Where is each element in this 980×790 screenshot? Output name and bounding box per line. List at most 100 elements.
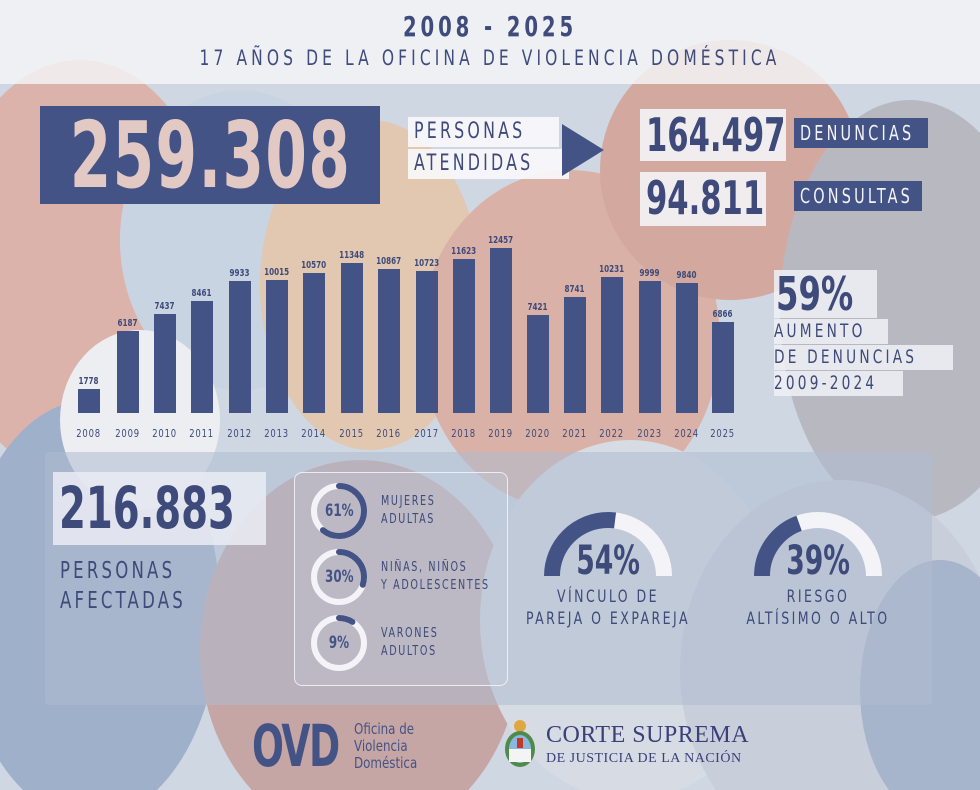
x-axis-tick-label: 2010: [152, 427, 178, 440]
bar-value-label: 9933: [229, 268, 251, 279]
bar-fill: [341, 263, 363, 413]
page-subtitle: 17 AÑOS DE LA OFICINA DE VIOLENCIA DOMÉS…: [199, 46, 781, 70]
header-banner: 2008 - 2025 17 AÑOS DE LA OFICINA DE VIO…: [0, 0, 980, 84]
increase-line1: AUMENTO: [774, 320, 866, 342]
complaints-number-box: 164.497: [640, 109, 786, 161]
complaints-label: DENUNCIAS: [800, 121, 915, 145]
donut-ring-icon: [311, 483, 367, 539]
gauge-percent: 54%: [576, 538, 640, 584]
x-axis-tick-label: 2011: [189, 427, 215, 440]
x-axis-tick-label: 2022: [599, 427, 625, 440]
bar-2020: 7421: [527, 299, 549, 413]
breakdown-label: MUJERES ADULTAS: [381, 494, 436, 527]
ovd-full-name: Oficina de Violencia Doméstica: [354, 720, 418, 772]
bar-value-label: 10015: [264, 267, 290, 278]
x-axis-tick-label: 2024: [674, 427, 700, 440]
increase-percent: 59%: [776, 267, 854, 321]
bar-2011: 8461: [191, 285, 213, 413]
bar-fill: [527, 315, 549, 413]
bar-fill: [229, 281, 251, 413]
affected-breakdown-box: 61% MUJERES ADULTAS 30% NIÑAS, NIÑOS Y A…: [294, 472, 508, 686]
bar-value-label: 10231: [599, 264, 625, 275]
half-gauge-icon: [754, 512, 882, 577]
bar-2008: 1778: [78, 373, 100, 413]
bar-value-label: 1778: [78, 376, 100, 387]
bar-value-label: 10867: [376, 256, 402, 267]
argentina-coat-of-arms-icon: [505, 720, 535, 767]
bar-value-label: 6866: [712, 309, 734, 320]
gauge-percent: 39%: [786, 538, 850, 584]
gauge-label: VÍNCULO DE PAREJA O EXPAREJA: [526, 587, 690, 629]
bar-2023: 9999: [639, 265, 661, 413]
breakdown-label: VARONES ADULTOS: [381, 626, 439, 659]
bar-fill: [266, 280, 288, 413]
bar-fill: [78, 389, 100, 413]
breakdown-row-women: 61% MUJERES ADULTAS: [309, 481, 509, 541]
bar-value-label: 9999: [639, 268, 661, 279]
bar-2016: 10867: [376, 253, 402, 413]
attended-label-line2: ATENDIDAS: [414, 151, 534, 176]
csjn-subtitle: DE JUSTICIA DE LA NACIÓN: [546, 751, 742, 766]
breakdown-percent: 30%: [324, 567, 354, 587]
x-axis-tick-label: 2009: [115, 427, 141, 440]
x-axis-tick-label: 2023: [637, 427, 663, 440]
bar-2014: 10570: [301, 257, 327, 413]
x-axis-tick-label: 2012: [227, 427, 253, 440]
bar-fill: [453, 259, 475, 413]
bar-2024: 9840: [676, 267, 698, 413]
bar-fill: [303, 273, 325, 413]
bar-2018: 11623: [451, 243, 477, 413]
affected-label-line1: PERSONAS: [60, 558, 176, 584]
bar-fill: [117, 331, 139, 413]
bar-2022: 10231: [599, 261, 625, 413]
breakdown-row-men: 9% VARONES ADULTOS: [309, 613, 509, 673]
consultations-tag: CONSULTAS: [794, 181, 922, 211]
bar-fill: [564, 297, 586, 413]
increase-line2-box: DE DENUNCIAS: [774, 345, 953, 370]
attended-total-number: 259.308: [69, 101, 351, 209]
complaints-number: 164.497: [646, 108, 786, 162]
attended-label-line1: PERSONAS: [414, 119, 526, 144]
complaints-per-year-bar-chart: 1778 2008 6187 2009 7437 2010 8461 2011 9933 2012…: [60, 230, 750, 440]
gauge-label: RIESGO ALTÍSIMO O ALTO: [746, 587, 890, 629]
bar-2021: 8741: [564, 281, 586, 413]
bar-2019: 12457: [488, 232, 514, 413]
bar-fill: [639, 281, 661, 413]
bar-value-label: 11348: [339, 250, 365, 261]
affected-number: 216.883: [59, 474, 235, 542]
csjn-title: CORTE SUPREMA: [546, 722, 750, 748]
x-axis-tick-label: 2016: [376, 427, 402, 440]
x-axis-tick-label: 2021: [562, 427, 588, 440]
bar-2017: 10723: [414, 255, 440, 413]
bar-fill: [712, 322, 734, 413]
attended-label-line2-box: ATENDIDAS: [408, 149, 570, 179]
consultations-label: CONSULTAS: [800, 184, 913, 208]
bar-fill: [191, 301, 213, 413]
x-axis-tick-label: 2019: [488, 427, 514, 440]
attended-total-box: 259.308: [40, 102, 380, 209]
x-axis-tick-label: 2008: [76, 427, 102, 440]
bar-value-label: 8461: [191, 288, 213, 299]
bar-value-label: 10723: [414, 258, 440, 269]
increase-line2: DE DENUNCIAS: [774, 346, 918, 368]
bar-2015: 11348: [339, 247, 365, 413]
increase-percent-box: 59%: [774, 267, 878, 321]
bar-2025: 6866: [712, 306, 734, 413]
x-axis-tick-label: 2025: [710, 427, 736, 440]
increase-line3-box: 2009-2024: [774, 371, 904, 396]
consultations-number-box: 94.811: [640, 172, 766, 226]
affected-label-line2: AFECTADAS: [60, 588, 186, 614]
bar-value-label: 12457: [488, 235, 514, 246]
arrow-right-icon: [562, 124, 604, 176]
half-gauge-icon: [544, 512, 672, 577]
x-axis-tick-label: 2020: [525, 427, 551, 440]
attended-label-line1-box: PERSONAS: [408, 117, 560, 147]
bar-fill: [154, 314, 176, 413]
affected-number-box: 216.883: [53, 472, 266, 545]
bar-value-label: 7437: [154, 301, 176, 312]
gauge-high-risk: 39% RIESGO ALTÍSIMO O ALTO: [746, 508, 888, 638]
bar-2009: 6187: [117, 315, 139, 413]
bar-value-label: 9840: [676, 270, 698, 281]
bar-2012: 9933: [229, 265, 251, 413]
increase-period: 2009-2024: [774, 372, 878, 394]
